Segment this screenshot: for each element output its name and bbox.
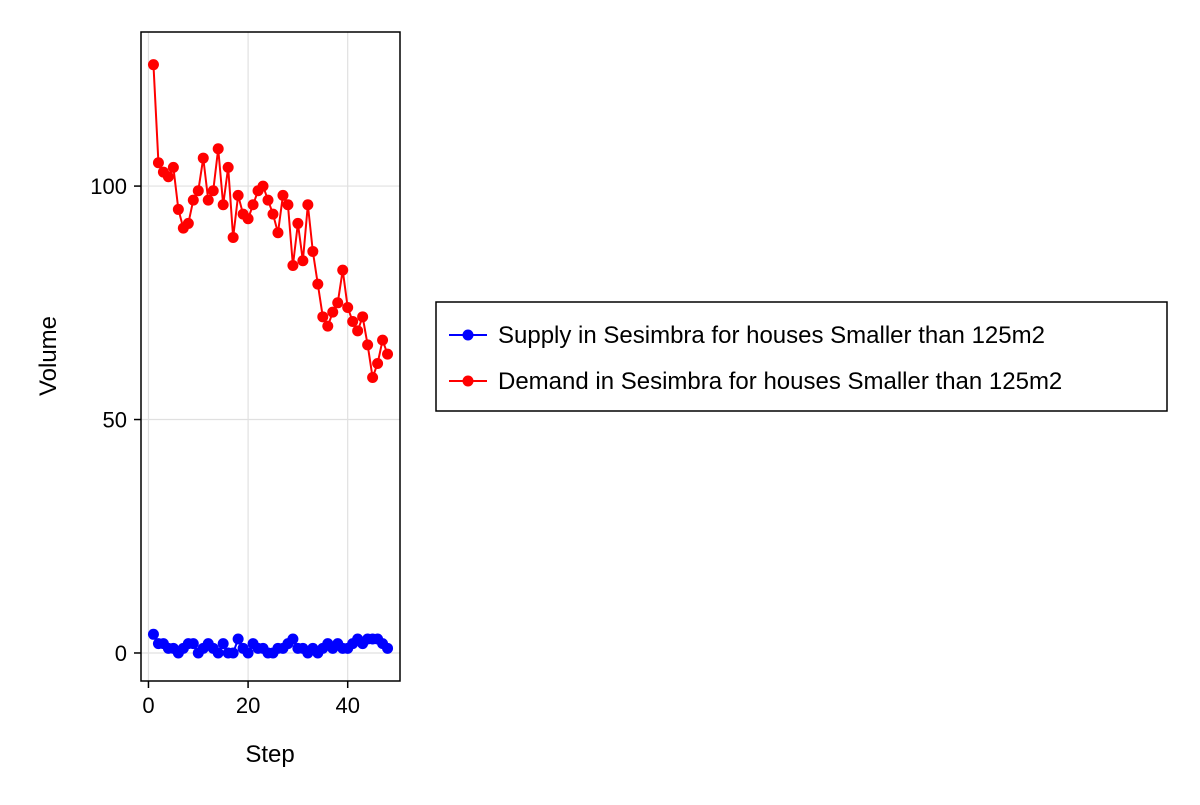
data-point: [232, 633, 244, 645]
data-point: [182, 217, 194, 229]
data-point: [302, 199, 314, 211]
data-point: [207, 185, 219, 197]
grid-lines: [141, 32, 400, 681]
data-point: [192, 185, 204, 197]
data-point: [272, 227, 284, 239]
data-point: [312, 278, 324, 290]
data-point: [382, 348, 394, 360]
data-point: [342, 301, 354, 313]
legend-marker-swatch: [462, 329, 474, 341]
data-point: [147, 59, 159, 71]
data-point: [147, 628, 159, 640]
legend-label: Supply in Sesimbra for houses Smaller th…: [498, 322, 1045, 349]
data-point: [347, 315, 359, 327]
data-point: [202, 194, 214, 206]
data-point: [267, 208, 279, 220]
data-point: [322, 320, 334, 332]
data-point: [187, 194, 199, 206]
x-tick-label: 20: [236, 693, 260, 718]
data-point: [282, 199, 294, 211]
data-point: [367, 372, 379, 384]
data-point: [292, 217, 304, 229]
data-point: [167, 161, 179, 173]
legend-label: Demand in Sesimbra for houses Smaller th…: [498, 368, 1062, 395]
legend: Supply in Sesimbra for houses Smaller th…: [435, 301, 1168, 412]
data-point: [287, 259, 299, 271]
series-demand: [147, 59, 394, 384]
data-point: [297, 255, 309, 267]
data-point: [197, 152, 209, 164]
data-point: [307, 245, 319, 257]
axis-ticks: 0 20 40 0 50 100: [90, 174, 360, 718]
plot-frame: [140, 31, 401, 682]
data-point: [212, 143, 224, 155]
data-point: [362, 339, 374, 351]
data-point: [372, 358, 384, 370]
x-tick-label: 0: [142, 693, 154, 718]
data-point: [382, 642, 394, 654]
data-point: [332, 297, 344, 309]
data-point: [262, 194, 274, 206]
data-point: [227, 231, 239, 243]
y-tick-label: 0: [115, 641, 127, 666]
data-point: [162, 171, 174, 183]
data-point: [227, 647, 239, 659]
data-point: [222, 161, 234, 173]
data-point: [232, 189, 244, 201]
data-point: [242, 213, 254, 225]
series-layer: [147, 59, 394, 659]
data-point: [257, 180, 269, 192]
data-point: [337, 264, 349, 276]
data-point: [172, 203, 184, 215]
y-axis-label: Volume: [35, 316, 62, 396]
data-point: [217, 638, 229, 650]
data-point: [152, 157, 164, 169]
data-point: [317, 311, 329, 323]
data-point: [287, 633, 299, 645]
data-point: [357, 311, 369, 323]
data-point: [277, 189, 289, 201]
legend-box: [435, 301, 1168, 412]
data-point: [242, 647, 254, 659]
data-point: [212, 647, 224, 659]
data-point: [327, 306, 339, 318]
legend-marker-swatch: [462, 375, 474, 387]
y-tick-label: 100: [90, 174, 127, 199]
series-supply: [147, 628, 394, 659]
x-axis-label: Step: [245, 741, 294, 768]
data-point: [247, 199, 259, 211]
x-tick-label: 40: [335, 693, 359, 718]
data-point: [352, 325, 364, 337]
data-point: [187, 638, 199, 650]
data-point: [377, 334, 389, 346]
y-tick-label: 50: [103, 408, 127, 433]
data-point: [217, 199, 229, 211]
legend-items: Supply in Sesimbra for houses Smaller th…: [449, 322, 1062, 395]
